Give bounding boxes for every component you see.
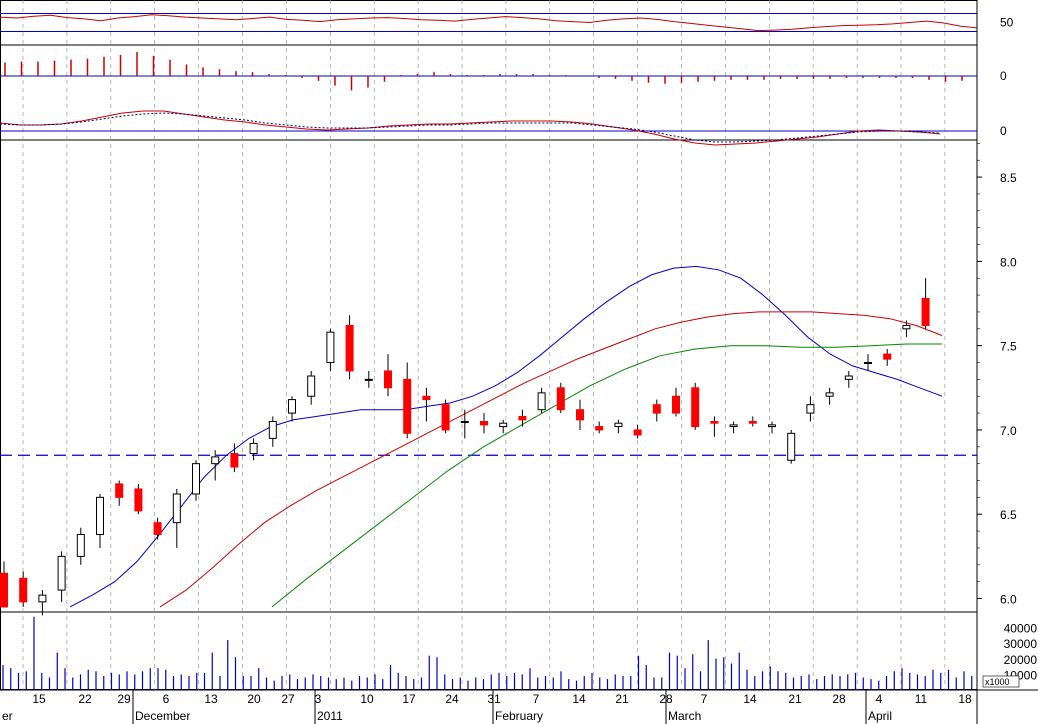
candle-body <box>691 387 700 428</box>
candle-body <box>76 533 85 557</box>
candle-body <box>326 331 335 364</box>
x-month-label: December <box>135 709 190 723</box>
candle-body <box>153 522 162 535</box>
x-day-tick: 14 <box>743 692 757 706</box>
candle-body <box>595 426 604 431</box>
volume-tick-label: 20000 <box>1004 653 1038 667</box>
candle-body <box>768 424 776 428</box>
candle-body <box>518 415 527 421</box>
osc-line <box>0 14 978 32</box>
candle-body <box>902 324 911 330</box>
ma-slow-line <box>271 343 942 608</box>
candle-body <box>614 422 623 428</box>
ma-mid-line <box>159 311 943 608</box>
candle-body <box>19 577 28 603</box>
hist-tick-label: 0 <box>1000 69 1007 83</box>
plot-frame <box>0 0 978 690</box>
candle-body <box>0 572 8 608</box>
volume-tick-label: 30000 <box>1004 637 1038 651</box>
x-day-tick: 22 <box>78 692 92 706</box>
candle-body <box>825 392 834 397</box>
candle-body <box>576 409 584 421</box>
candle-body <box>268 421 277 439</box>
x-month-label: February <box>495 709 543 723</box>
x-day-tick: 7 <box>701 692 708 706</box>
candle-body <box>307 375 316 397</box>
candle-body <box>230 453 239 468</box>
candle-body <box>211 456 220 465</box>
candle-body <box>729 424 738 428</box>
x-day-tick: 3 <box>315 692 322 706</box>
x-day-tick: 20 <box>247 692 261 706</box>
x-day-tick: 31 <box>487 692 501 706</box>
candle-body <box>249 442 258 455</box>
candle-body <box>556 387 565 411</box>
x-day-tick: 6 <box>163 692 170 706</box>
x-month-label: March <box>668 709 701 723</box>
price-tick-label: 7.0 <box>1000 424 1017 438</box>
candle-body <box>883 353 892 360</box>
candle-body <box>288 399 296 414</box>
candle-body <box>403 378 412 434</box>
x-day-tick: 29 <box>117 692 131 706</box>
candle-body <box>787 432 796 461</box>
x-day-tick: 10 <box>360 692 374 706</box>
x-day-tick: 7 <box>533 692 540 706</box>
candle-body <box>864 362 872 365</box>
candle-body <box>748 421 757 424</box>
price-tick-label: 8.0 <box>1000 255 1017 269</box>
x-day-tick: 18 <box>958 692 972 706</box>
x-day-tick: 21 <box>788 692 802 706</box>
x-day-tick: 28 <box>832 692 846 706</box>
x-day-tick: 4 <box>876 692 883 706</box>
x-day-tick: 27 <box>281 692 295 706</box>
candle-body <box>134 488 143 512</box>
candle-body <box>921 297 930 326</box>
candle-body <box>672 395 680 414</box>
candle-body <box>384 370 392 389</box>
price-tick-label: 6.5 <box>1000 508 1017 522</box>
candle-body <box>96 496 104 535</box>
x-day-tick: 15 <box>32 692 46 706</box>
candle-body <box>345 324 354 372</box>
x-month-label: 2011 <box>317 709 343 723</box>
candle-body <box>844 375 853 380</box>
x-day-tick: 14 <box>572 692 586 706</box>
x-day-tick: 21 <box>615 692 629 706</box>
volume-tick-label: 40000 <box>1004 622 1038 636</box>
x-day-tick: 17 <box>402 692 416 706</box>
price-tick-label: 8.5 <box>1000 171 1017 185</box>
candle-body <box>172 493 181 524</box>
volume-unit-label: x1000 <box>985 677 1010 687</box>
candle-body <box>57 555 66 591</box>
price-tick-label: 6.0 <box>1000 593 1017 607</box>
candle-body <box>480 421 488 426</box>
candle-body <box>364 378 373 381</box>
x-month-label: er <box>2 709 13 723</box>
candle-body <box>633 429 642 436</box>
x-day-tick: 24 <box>445 692 459 706</box>
osc-tick-label: 50 <box>1000 16 1014 30</box>
candle-body <box>441 404 450 431</box>
candle-body <box>38 594 47 603</box>
price-tick-label: 7.5 <box>1000 340 1017 354</box>
candle-body <box>460 421 469 424</box>
candle-body <box>192 463 200 495</box>
candle-body <box>115 483 124 498</box>
x-month-label: April <box>868 709 892 723</box>
candle-body <box>499 422 508 428</box>
x-day-tick: 13 <box>204 692 218 706</box>
macd-signal-line <box>0 112 941 143</box>
candle-body <box>710 421 719 424</box>
x-day-tick: 11 <box>915 692 928 706</box>
candle-body <box>537 392 546 411</box>
candle-body <box>806 404 815 414</box>
macd-line <box>0 110 941 146</box>
candle-body <box>422 395 431 401</box>
candle-body <box>652 404 661 414</box>
macd-tick-label: 0 <box>1000 124 1007 138</box>
volume-unit-box <box>982 675 1020 688</box>
